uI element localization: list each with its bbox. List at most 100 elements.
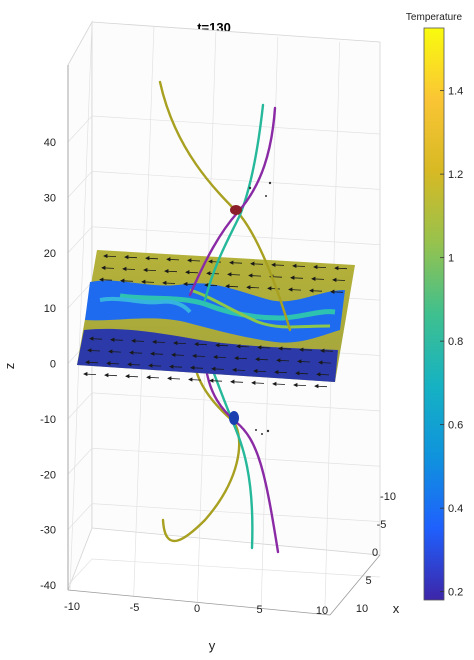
z-gridline <box>91 171 381 190</box>
z-gridline <box>67 392 93 420</box>
arrow-head <box>83 371 88 377</box>
slice-cyan-patch <box>99 296 192 314</box>
streamlines-lower <box>161 364 280 554</box>
y-axis-label: y <box>209 638 216 653</box>
x-tick-label: -10 <box>380 491 396 503</box>
z-axis-label: z <box>2 363 17 370</box>
arrow-head <box>148 363 153 368</box>
arrow-head <box>236 344 241 349</box>
colorbar-tick-label: 0.8 <box>448 336 463 348</box>
arrow-head <box>106 361 111 366</box>
arrow-head <box>267 286 272 291</box>
arrow-head <box>318 360 323 365</box>
blue-blob <box>229 411 239 425</box>
arrow-head <box>293 382 298 388</box>
arrow-head <box>125 374 130 379</box>
z-gridline <box>67 558 93 586</box>
z-tick-label: 30 <box>44 192 56 204</box>
arrow-head <box>332 277 337 283</box>
red-blob <box>230 205 242 215</box>
arrow-head <box>104 372 109 378</box>
slice-warm-filament-2 <box>189 288 331 329</box>
arrow-head <box>145 256 150 261</box>
arrow-head <box>253 368 258 374</box>
arrow-head <box>194 341 199 347</box>
colorbar-tick-label: 0.2 <box>448 587 463 599</box>
arrow-head <box>215 343 220 348</box>
z-gridline <box>67 171 93 198</box>
z-gridline <box>67 281 93 309</box>
arrow-head <box>299 347 304 352</box>
x-tick-label: -5 <box>377 519 387 531</box>
z-gridline <box>91 115 381 135</box>
x-tick-label: 5 <box>365 575 371 587</box>
arrow-head <box>211 366 216 371</box>
arrow-head <box>122 266 127 272</box>
arrow-head <box>150 351 155 356</box>
z-tick-label: -10 <box>40 414 56 426</box>
arrow-head <box>162 280 167 286</box>
arrow-head <box>99 277 104 282</box>
arrow-head <box>278 346 283 351</box>
arrow-head <box>173 340 178 346</box>
x-tick-label: 0 <box>372 547 378 559</box>
arrow-head <box>166 257 171 262</box>
colorbar-tick-label: 0.4 <box>448 503 463 515</box>
arrow-head <box>187 258 192 263</box>
arrow-head <box>255 357 260 362</box>
arrow-head <box>225 284 230 289</box>
z-tick-label: 40 <box>44 137 56 149</box>
colorbar-ticks: 1.4 1.2 1 0.8 0.6 0.4 0.2 <box>440 86 463 599</box>
arrow-head <box>141 279 146 284</box>
z-gridline <box>91 503 381 522</box>
arrow-head <box>292 263 297 269</box>
arrow-head <box>311 276 316 281</box>
z-tick-label: 10 <box>44 303 56 315</box>
streamline-lower <box>204 366 280 554</box>
y-gridline <box>69 21 93 591</box>
z-gridline <box>67 503 93 530</box>
arrow-head <box>250 261 255 266</box>
y-tick-label: -10 <box>64 601 80 613</box>
y-tick-label: 5 <box>256 604 262 616</box>
x-ticks: -10 -5 0 5 10 <box>356 491 396 615</box>
slice-dark-band <box>77 328 338 382</box>
arrow-head <box>190 365 195 370</box>
arrow-head <box>101 265 106 270</box>
x-tick-label: 10 <box>356 603 368 615</box>
arrow-head <box>146 375 151 380</box>
arrow-head <box>330 289 335 294</box>
z-tick-label: -20 <box>40 469 56 481</box>
z-ticks: 40 30 20 10 0 -10 -20 -30 -40 <box>40 137 56 592</box>
arrow-head <box>257 345 262 350</box>
arrow-head <box>192 353 197 359</box>
arrow-head <box>208 259 213 264</box>
z-gridline <box>67 226 93 253</box>
arrow-head <box>313 264 318 270</box>
arrow-head <box>272 381 277 387</box>
arrow-head <box>334 265 339 271</box>
arrow-head <box>143 267 148 273</box>
colorbar-tick-label: 1.4 <box>448 86 463 98</box>
colorbar-tick-label: 0.6 <box>448 420 463 432</box>
z-tick-label: 0 <box>50 359 56 371</box>
arrow-head <box>246 285 251 290</box>
arrow-head <box>103 253 108 259</box>
arrow-head <box>209 378 214 383</box>
z-tick-label: 20 <box>44 248 56 260</box>
arrow-head <box>124 254 129 260</box>
arrow-head <box>297 359 302 364</box>
arrow-head <box>232 367 237 373</box>
streamline-upper <box>203 103 265 302</box>
streamline-lower <box>161 364 241 543</box>
arrow-head <box>316 372 321 377</box>
velocity-arrows <box>83 253 348 389</box>
arrow-head <box>129 350 134 355</box>
arrow-head <box>167 376 172 381</box>
arrow-head <box>127 362 132 367</box>
y-tick-label: 0 <box>194 603 200 615</box>
arrow-head <box>204 282 209 288</box>
arrow-head <box>87 348 92 353</box>
arrow-head <box>274 369 279 375</box>
colorbar <box>423 27 445 601</box>
